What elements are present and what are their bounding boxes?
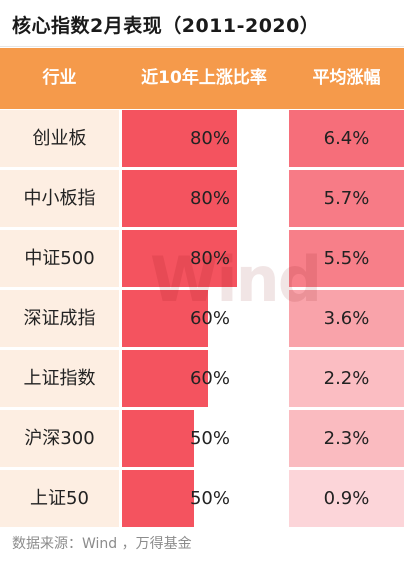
industry-cell: 中证500 — [0, 230, 119, 287]
up-ratio-bar — [122, 230, 237, 287]
avg-gain-cell: 2.3% — [289, 410, 404, 467]
title-divider — [0, 46, 404, 47]
avg-gain-cell: 6.4% — [289, 110, 404, 167]
up-ratio-cell: 60% — [122, 290, 286, 347]
up-ratio-label: 80% — [189, 248, 230, 269]
avg-gain-cell: 0.9% — [289, 470, 404, 527]
up-ratio-bar — [122, 110, 237, 167]
up-ratio-bar — [122, 410, 194, 467]
industry-cell: 沪深300 — [0, 410, 119, 467]
avg-gain-cell: 5.7% — [289, 170, 404, 227]
up-ratio-label: 60% — [189, 308, 230, 329]
industry-cell: 创业板 — [0, 110, 119, 167]
industry-cell: 上证指数 — [0, 350, 119, 407]
table-row: 中小板指 80% 5.7% — [0, 170, 404, 227]
table-row: 深证成指 60% 3.6% — [0, 290, 404, 347]
table-header: 行业 近10年上涨比率 平均涨幅 — [0, 48, 404, 109]
up-ratio-cell: 50% — [122, 410, 286, 467]
table-row: 沪深300 50% 2.3% — [0, 410, 404, 467]
up-ratio-label: 80% — [189, 128, 230, 149]
up-ratio-label: 50% — [189, 428, 230, 449]
avg-gain-cell: 2.2% — [289, 350, 404, 407]
industry-cell: 上证50 — [0, 470, 119, 527]
header-industry: 行业 — [42, 68, 77, 88]
industry-cell: 深证成指 — [0, 290, 119, 347]
up-ratio-bar — [122, 170, 237, 227]
table-row: 上证指数 60% 2.2% — [0, 350, 404, 407]
industry-cell: 中小板指 — [0, 170, 119, 227]
up-ratio-cell: 60% — [122, 350, 286, 407]
up-ratio-label: 60% — [189, 368, 230, 389]
table-row: 上证50 50% 0.9% — [0, 470, 404, 527]
up-ratio-cell: 80% — [122, 170, 286, 227]
up-ratio-label: 50% — [189, 488, 230, 509]
chart-title: 核心指数2月表现（2011-2020） — [12, 15, 320, 37]
header-up-ratio: 近10年上涨比率 — [141, 68, 267, 88]
header-avg-gain: 平均涨幅 — [312, 68, 381, 88]
up-ratio-cell: 50% — [122, 470, 286, 527]
up-ratio-label: 80% — [189, 188, 230, 209]
avg-gain-cell: 3.6% — [289, 290, 404, 347]
table-row: 创业板 80% 6.4% — [0, 110, 404, 167]
up-ratio-bar — [122, 470, 194, 527]
up-ratio-cell: 80% — [122, 230, 286, 287]
avg-gain-cell: 5.5% — [289, 230, 404, 287]
up-ratio-cell: 80% — [122, 110, 286, 167]
up-ratio-bar — [122, 350, 208, 407]
up-ratio-bar — [122, 290, 208, 347]
source-note: 数据来源：Wind ，万得基金 — [12, 536, 192, 552]
table-row: 中证500 80% 5.5% — [0, 230, 404, 287]
